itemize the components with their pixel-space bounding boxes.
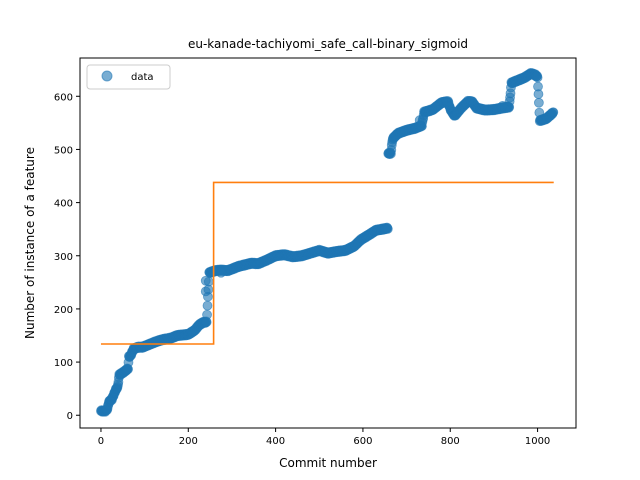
data-point — [200, 286, 211, 297]
data-point — [548, 107, 559, 118]
data-point — [216, 267, 226, 278]
y-tick-label: 300 — [54, 252, 73, 263]
y-tick-label: 100 — [54, 358, 73, 369]
x-tick-label: 200 — [179, 436, 198, 447]
data-point — [414, 115, 425, 126]
data-point — [202, 309, 212, 320]
x-tick-label: 1000 — [525, 436, 550, 447]
legend-box — [86, 64, 171, 90]
data-point — [532, 72, 543, 83]
data-point — [202, 300, 213, 311]
data-point — [382, 224, 393, 234]
plot-area — [96, 68, 559, 417]
data-point — [497, 100, 508, 111]
y-tick-label: 0 — [67, 411, 73, 422]
data-point — [533, 89, 544, 99]
data-point — [533, 97, 544, 108]
x-tick-label: 600 — [353, 436, 372, 447]
y-tick-label: 400 — [54, 199, 73, 210]
y-tick-label: 200 — [54, 305, 73, 316]
x-axis: 0 200 400 600 800 1000 — [98, 428, 550, 447]
x-tick-label: 0 — [98, 436, 104, 447]
legend: data — [86, 64, 171, 90]
y-tick-label: 600 — [54, 92, 73, 103]
x-tick-label: 400 — [266, 436, 285, 447]
chart-title: eu-kanade-tachiyomi_safe_call-binary_sig… — [188, 37, 468, 51]
step-line — [100, 181, 554, 345]
x-axis-label: Commit number — [279, 456, 377, 470]
legend-label: data — [131, 72, 154, 83]
legend-marker — [101, 70, 113, 82]
plot-frame — [79, 57, 577, 429]
x-tick-label: 800 — [441, 436, 460, 447]
y-tick-label: 500 — [54, 145, 73, 156]
y-axis: 0 100 200 300 400 500 600 — [54, 92, 80, 422]
y-axis-label: Number of instance of a feature — [23, 147, 37, 339]
data-point — [200, 275, 211, 286]
